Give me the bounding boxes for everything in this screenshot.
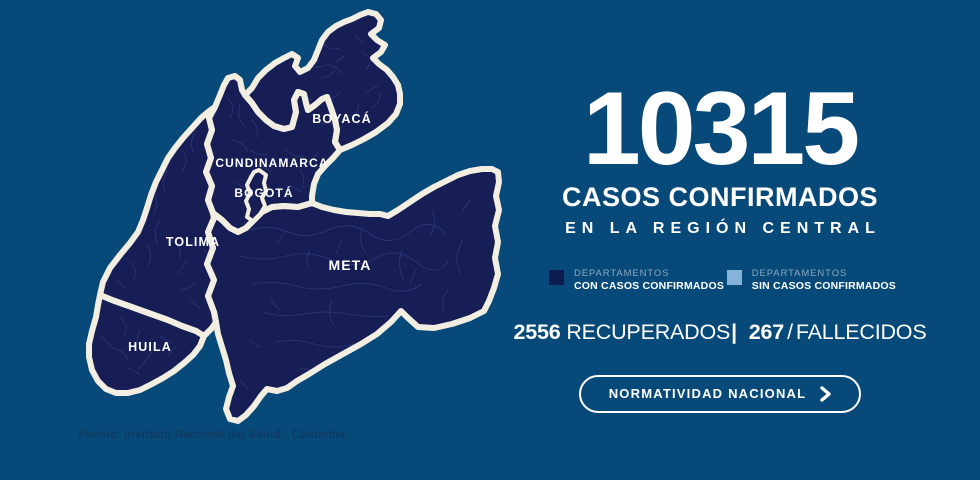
normatividad-nacional-button[interactable]: NORMATIVIDAD NACIONAL [578,374,862,413]
legend-item-with-cases: DEPARTAMENTOS CON CASOS CONFIRMADOS [549,268,724,294]
map-legend: DEPARTAMENTOS CON CASOS CONFIRMADOS DEPA… [500,268,940,294]
department-bogota-shape [244,168,268,223]
normatividad-nacional-label: NORMATIVIDAD NACIONAL [608,386,807,402]
legend-line1: DEPARTAMENTOS [574,267,670,279]
department-boyaca-shape [245,12,400,150]
department-cundinamarca-shape [206,76,340,232]
department-tolima-shape [100,107,216,336]
confirmed-cases-swatch [549,269,564,285]
confirmed-cases-label: CASOS CONFIRMADOS [561,181,878,212]
region-label: EN LA REGIÓN CENTRAL [565,219,881,237]
slash-separator: / [787,319,793,344]
legend-line2: CON CASOS CONFIRMADOS [574,280,725,293]
chevron-right-icon [820,385,831,402]
pipe-separator: | [731,319,737,344]
map-label-cundinamarca: CUNDINAMARCA [215,156,328,170]
stats-line: 2556 RECUPERADOS| 267/FALLECIDOS [500,320,940,345]
map-label-huila: HUILA [128,340,172,354]
municipality-boundaries-texture [99,34,471,391]
deaths-count: 267 [748,319,785,344]
summary-panel: 10315 CASOS CONFIRMADOS EN LA REGIÓN CEN… [500,71,940,413]
confirmed-cases-count: 10315 [582,71,860,187]
department-meta-shape [207,169,499,421]
recovered-count: 2556 [513,319,561,344]
deaths-label: FALLECIDOS [795,319,927,344]
map-label-tolima: TOLIMA [166,235,220,249]
map-label-meta: META [328,257,371,273]
legend-item-without-cases: DEPARTAMENTOS SIN CASOS CONFIRMADOS [726,267,896,294]
recovered-label: RECUPERADOS [566,319,731,344]
map-label-bogota: BOGOTÁ [234,185,293,200]
no-cases-swatch [726,269,742,285]
legend-line2: SIN CASOS CONFIRMADOS [751,280,896,293]
legend-line1: DEPARTAMENTOS [751,267,848,279]
source-note: Fuente: Instituto Nacional del Salud - C… [78,429,346,441]
map-label-boyaca: BOYACÁ [312,111,372,126]
